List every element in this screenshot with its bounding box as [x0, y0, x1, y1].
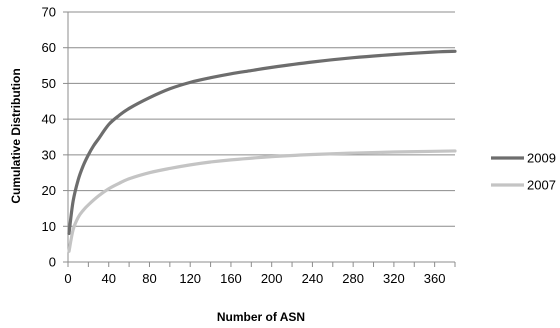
legend-label: 2009	[527, 151, 556, 166]
x-tick-label: 360	[424, 271, 446, 286]
x-axis-ticks: 0 40 80 120 160 200 240 280 320 360	[64, 262, 456, 286]
y-tick-label: 60	[42, 40, 56, 55]
y-axis-title: Cumulative Distribution	[9, 68, 23, 203]
x-tick-label: 320	[383, 271, 405, 286]
axes	[67, 12, 455, 263]
legend-label: 2007	[527, 178, 556, 193]
series-line-2009	[67, 49, 457, 236]
gridlines	[68, 11, 455, 227]
x-tick-label: 240	[302, 271, 324, 286]
x-tick-label: 80	[142, 271, 156, 286]
x-tick-label: 40	[102, 271, 116, 286]
x-tick-label: 0	[64, 271, 71, 286]
y-tick-label: 50	[42, 76, 56, 91]
x-tick-label: 280	[342, 271, 364, 286]
y-tick-label: 0	[49, 255, 56, 270]
legend: 2009 2007	[491, 151, 556, 193]
x-tick-label: 120	[179, 271, 201, 286]
y-tick-label: 10	[42, 219, 56, 234]
y-tick-label: 40	[42, 112, 56, 127]
x-tick-label: 200	[261, 271, 283, 286]
series-lines	[67, 49, 457, 253]
x-axis-title: Number of ASN	[217, 310, 305, 324]
y-tick-label: 20	[42, 183, 56, 198]
x-tick-label: 160	[220, 271, 242, 286]
series-line-2007	[67, 149, 457, 253]
y-tick-label: 30	[42, 147, 56, 162]
y-axis-ticks: 0 10 20 30 40 50 60 70	[42, 5, 68, 270]
y-tick-label: 70	[42, 5, 56, 20]
